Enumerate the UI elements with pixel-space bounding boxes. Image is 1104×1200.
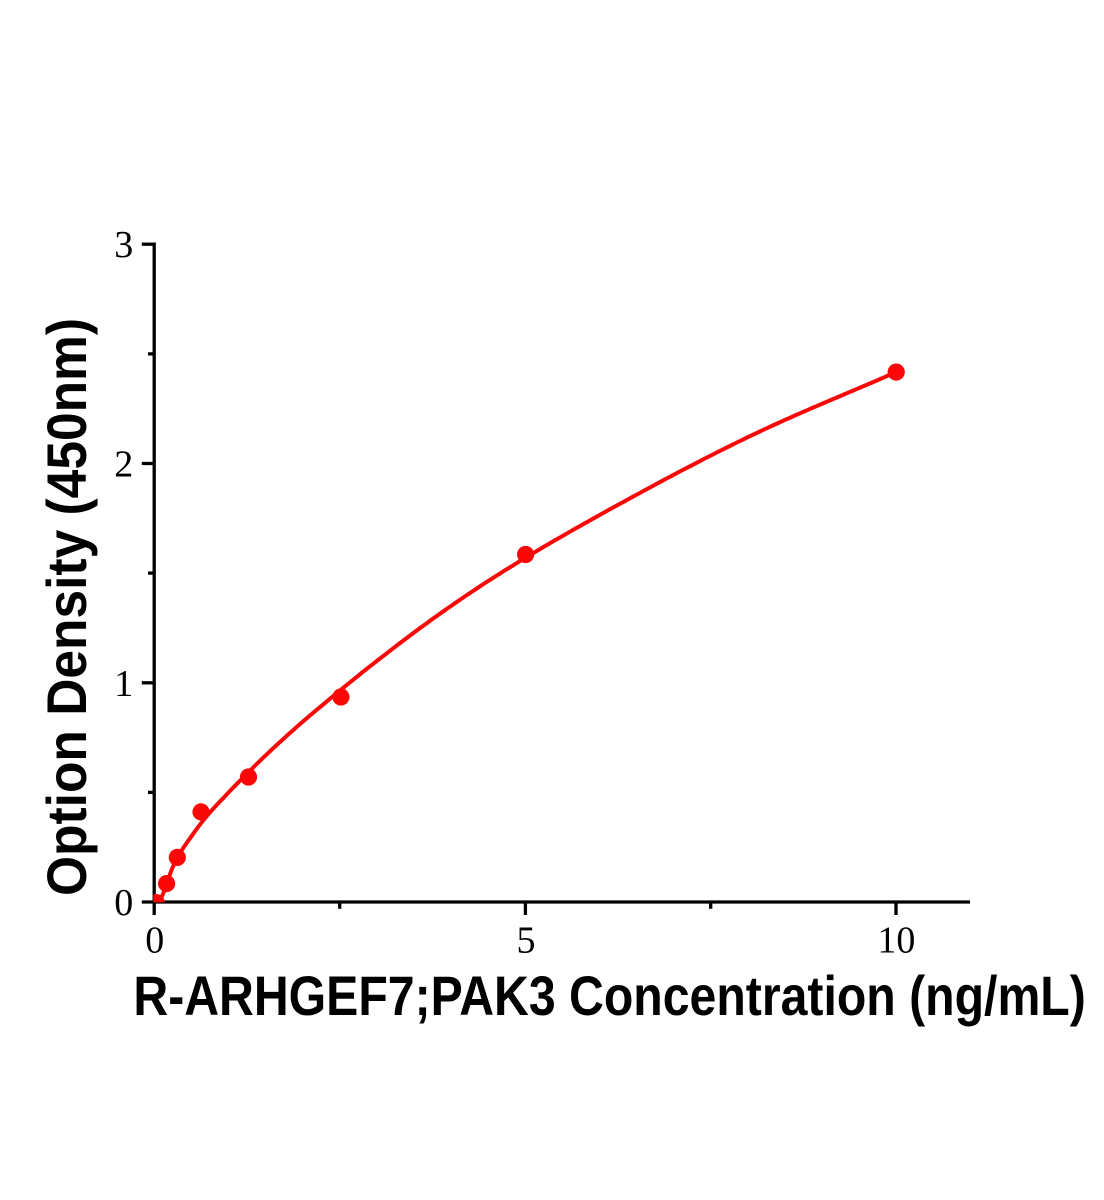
svg-text:R-ARHGEF7;PAK3 Concentration (: R-ARHGEF7;PAK3 Concentration (ng/mL) — [133, 965, 1085, 1027]
svg-text:0: 0 — [145, 920, 164, 962]
svg-text:2: 2 — [114, 444, 133, 486]
svg-text:10: 10 — [877, 920, 915, 962]
svg-text:3: 3 — [114, 224, 133, 266]
svg-text:1: 1 — [114, 663, 133, 705]
svg-text:5: 5 — [517, 920, 536, 962]
svg-text:0: 0 — [114, 882, 133, 924]
svg-text:Option Density (450nm): Option Density (450nm) — [36, 318, 98, 896]
